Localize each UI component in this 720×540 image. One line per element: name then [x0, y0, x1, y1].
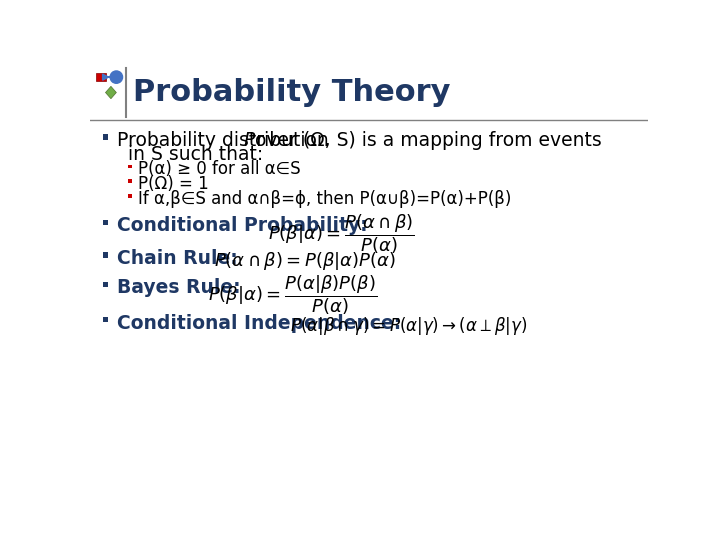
Text: $P(\alpha|\beta \cap \gamma) = P(\alpha|\gamma) \rightarrow (\alpha \perp \beta : $P(\alpha|\beta \cap \gamma) = P(\alpha|… — [290, 315, 527, 337]
Text: Probability distribution: Probability distribution — [117, 131, 335, 150]
Text: P: P — [243, 131, 255, 150]
Text: in S such that:: in S such that: — [128, 145, 264, 164]
Text: Chain Rule:: Chain Rule: — [117, 249, 238, 268]
Text: $P(\beta|\alpha) = \dfrac{P(\alpha|\beta)P(\beta)}{P(\alpha)}$: $P(\beta|\alpha) = \dfrac{P(\alpha|\beta… — [208, 273, 377, 317]
Text: P(Ω) = 1: P(Ω) = 1 — [138, 175, 209, 193]
Text: Conditional Probability:: Conditional Probability: — [117, 217, 368, 235]
Bar — [96, 72, 107, 81]
Bar — [103, 281, 108, 287]
Bar — [103, 134, 108, 140]
Bar — [128, 165, 132, 168]
Text: Conditional Independence:: Conditional Independence: — [117, 314, 401, 333]
Text: $P(\alpha \cap \beta) = P(\beta|\alpha)P(\alpha)$: $P(\alpha \cap \beta) = P(\beta|\alpha)P… — [214, 251, 396, 272]
Text: $P(\beta|\alpha) = \dfrac{P(\alpha \cap \beta)}{P(\alpha)}$: $P(\beta|\alpha) = \dfrac{P(\alpha \cap … — [269, 212, 415, 255]
Bar — [90, 65, 648, 120]
Text: P(α) ≥ 0 for all α∈S: P(α) ≥ 0 for all α∈S — [138, 160, 301, 178]
Polygon shape — [106, 86, 117, 99]
Text: Probability Theory: Probability Theory — [133, 78, 451, 107]
Bar — [128, 179, 132, 183]
Bar — [103, 317, 108, 322]
Bar — [103, 220, 108, 225]
Text: Bayes Rule:: Bayes Rule: — [117, 278, 240, 297]
Text: over (Ω, S) is a mapping from events: over (Ω, S) is a mapping from events — [249, 131, 602, 150]
Bar — [128, 194, 132, 198]
Circle shape — [110, 71, 122, 83]
Text: If α,β∈S and α∩β=ϕ, then P(α∪β)=P(α)+P(β): If α,β∈S and α∩β=ϕ, then P(α∪β)=P(α)+P(β… — [138, 190, 511, 207]
Bar — [103, 252, 108, 258]
